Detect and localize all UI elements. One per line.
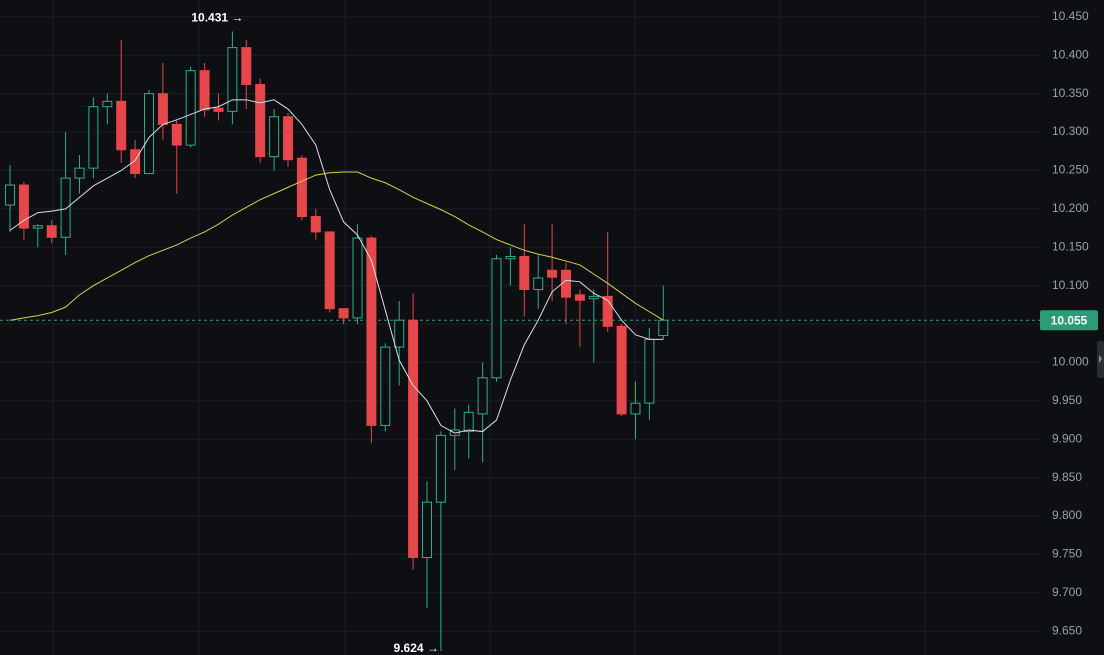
candle-body [366, 237, 377, 426]
candle-body [199, 70, 210, 111]
moving-average [9, 99, 664, 434]
candle-body [241, 47, 252, 85]
candle-body [283, 116, 293, 161]
candle-body [213, 107, 224, 112]
y-tick-label: 9.950 [1052, 393, 1082, 407]
candle-body [588, 295, 599, 300]
candle-body [130, 149, 141, 175]
y-tick-label: 9.900 [1052, 431, 1082, 445]
y-tick-label: 10.200 [1052, 201, 1089, 215]
y-tick-label: 10.350 [1052, 86, 1089, 100]
y-tick-label: 10.300 [1052, 124, 1089, 138]
candle-body [144, 93, 154, 175]
candle-body [602, 295, 613, 327]
candle-body [435, 434, 446, 503]
candle-body [102, 100, 113, 108]
handle-arrow [1099, 355, 1102, 363]
candle-body [324, 231, 335, 310]
y-tick-label: 10.450 [1052, 9, 1089, 23]
candle-body [533, 277, 544, 290]
y-tick-label: 9.700 [1052, 585, 1082, 599]
candle-body [116, 100, 127, 151]
y-tick-label: 10.000 [1052, 355, 1089, 369]
extreme-label: 10.431 → [191, 11, 243, 25]
candle-body [644, 338, 655, 404]
candle-body [463, 411, 474, 433]
y-tick-label: 9.650 [1052, 623, 1082, 637]
candle-body [616, 325, 627, 415]
candle-body [380, 346, 391, 426]
candle-body [505, 255, 516, 260]
y-tick-label: 9.750 [1052, 547, 1082, 561]
candle-body [561, 269, 571, 298]
candle-body [5, 184, 15, 206]
candle-body [338, 308, 349, 319]
candle-body [46, 225, 57, 238]
last-price-label: 10.055 [1051, 313, 1088, 327]
candle-body [185, 70, 196, 146]
candle-body [18, 184, 29, 229]
last-price-tag [1040, 310, 1098, 331]
candle-body [171, 123, 182, 146]
candle-body [574, 294, 585, 301]
candle-body [269, 116, 280, 158]
candle-body [74, 167, 85, 179]
candle-body [255, 83, 266, 158]
candle-body [408, 319, 419, 558]
moving-average [9, 171, 664, 321]
candle-body [157, 93, 168, 125]
extreme-label: 9.624 → [394, 641, 439, 655]
candle-body [547, 269, 558, 278]
candle-body [296, 157, 307, 218]
candle-body [630, 402, 641, 415]
candle-body [352, 237, 363, 319]
candle-body [394, 319, 405, 348]
y-tick-label: 10.150 [1052, 239, 1089, 253]
candle-body [88, 106, 99, 169]
y-tick-label: 10.250 [1052, 163, 1089, 177]
y-tick-label: 10.100 [1052, 278, 1089, 292]
candle-body [658, 319, 669, 337]
candle-body [519, 255, 530, 290]
candle-body [310, 216, 321, 233]
candle-body [491, 258, 502, 379]
y-tick-label: 9.800 [1052, 508, 1082, 522]
candle-body [60, 177, 71, 238]
y-tick-label: 10.400 [1052, 47, 1089, 61]
candle-body [422, 501, 432, 558]
candle-body [32, 225, 43, 229]
time-grid [52, 0, 926, 655]
candle-body [227, 47, 238, 112]
y-tick-label: 9.850 [1052, 470, 1082, 484]
candle-body [477, 377, 488, 415]
